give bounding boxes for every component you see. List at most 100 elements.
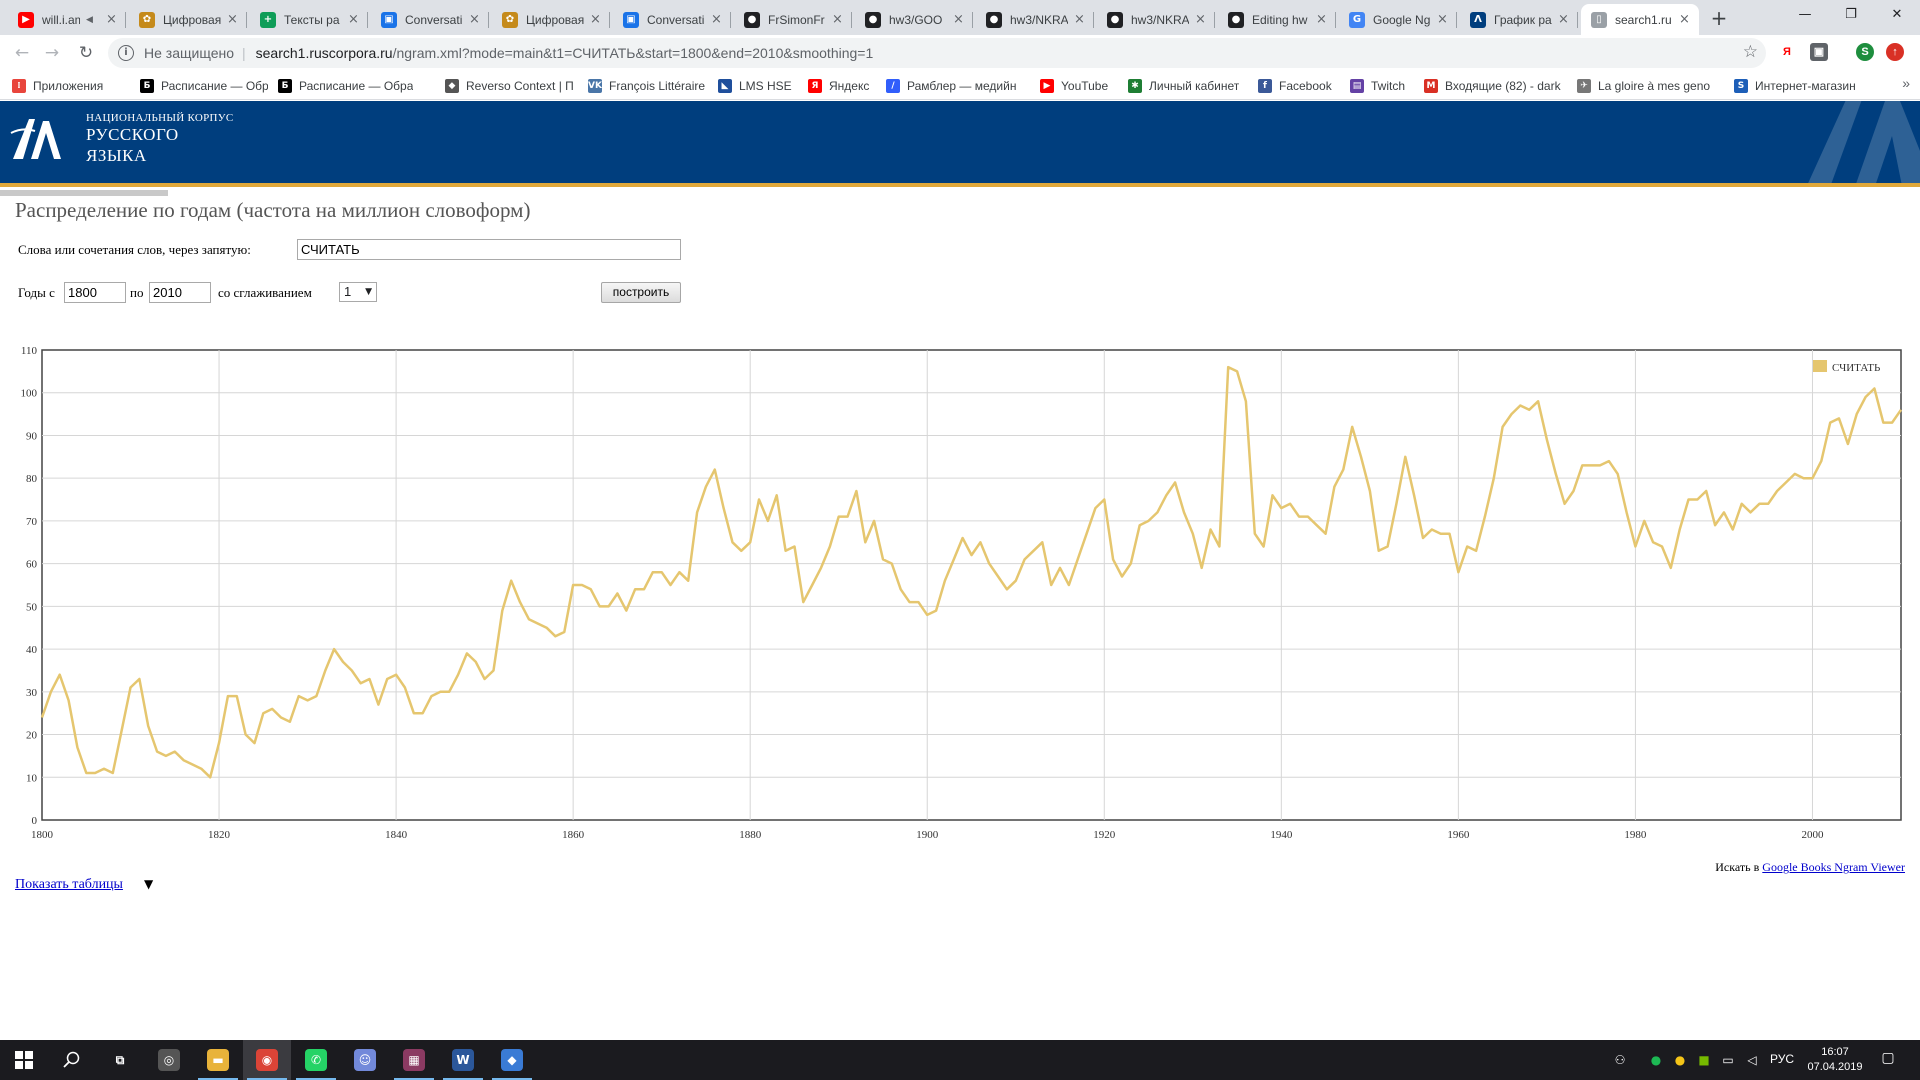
build-button[interactable]: построить (601, 282, 681, 303)
close-icon[interactable]: × (1316, 12, 1327, 27)
file-explorer-icon[interactable]: ▬ (194, 1040, 242, 1080)
close-icon[interactable]: × (106, 12, 117, 27)
winrar-icon[interactable]: ▦ (390, 1040, 438, 1080)
bookmark-star-icon[interactable]: ☆ (1742, 42, 1758, 62)
yandex-extension-icon[interactable]: Я (1778, 43, 1796, 61)
close-icon[interactable]: × (1679, 12, 1690, 27)
browser-tab[interactable]: ✿ Цифровая × (129, 4, 247, 35)
browser-tab[interactable]: ● Editing hw × (1218, 4, 1336, 35)
bookmarks-overflow-button[interactable]: » (1902, 75, 1910, 91)
info-icon[interactable]: i (118, 45, 134, 61)
bookmark-item[interactable]: ⁞ Приложения (12, 75, 103, 97)
logo-line-1: НАЦИОНАЛЬНЫЙ КОРПУС (86, 112, 234, 124)
browser-tab[interactable]: G Google Ng × (1339, 4, 1457, 35)
close-window-button[interactable]: ✕ (1891, 7, 1903, 22)
bookmark-item[interactable]: ▶ YouTube (1040, 75, 1108, 97)
maximize-button[interactable]: ❐ (1845, 7, 1857, 22)
close-icon[interactable]: × (711, 12, 722, 27)
tab-title: Conversati (405, 12, 463, 27)
bookmark-item[interactable]: Я Яндекс (808, 75, 869, 97)
address-bar[interactable]: i Не защищено | search1.ruscorpora.ru/ng… (108, 38, 1766, 68)
year-from-input[interactable] (64, 282, 126, 303)
show-tables-arrow-icon[interactable]: ▼ (144, 877, 154, 891)
browser-tab[interactable]: ✿ Цифровая × (492, 4, 610, 35)
close-icon[interactable]: × (469, 12, 480, 27)
app-icon[interactable]: ◆ (488, 1040, 536, 1080)
discord-icon[interactable]: ☺ (341, 1040, 389, 1080)
google-ngram-link[interactable]: Google Books Ngram Viewer (1762, 860, 1905, 874)
browser-tab[interactable]: + Тексты ра × (250, 4, 368, 35)
extension-icon[interactable]: ▣ (1810, 43, 1828, 61)
browser-tab[interactable]: Λ График ра × (1460, 4, 1578, 35)
back-button[interactable]: ← (14, 43, 30, 63)
close-icon[interactable]: × (953, 12, 964, 27)
tray-app-icon-2[interactable]: ● (1674, 1053, 1686, 1067)
profile-avatar[interactable]: S (1856, 43, 1874, 61)
y-tick-label: 70 (26, 516, 38, 528)
browser-tab[interactable]: ● hw3/NKRA × (976, 4, 1094, 35)
tray-app-icon[interactable]: ● (1650, 1053, 1662, 1067)
task-view-icon[interactable]: ⧉ (96, 1040, 144, 1080)
language-indicator[interactable]: РУС (1770, 1052, 1795, 1066)
browser-tab[interactable]: ▯ search1.ru × (1581, 4, 1699, 35)
reload-button[interactable]: ↻ (78, 43, 94, 63)
overwatch-icon[interactable]: ◎ (145, 1040, 193, 1080)
browser-tab[interactable]: ● hw3/GOO × (855, 4, 973, 35)
minimize-button[interactable]: — (1798, 7, 1812, 22)
bookmark-item[interactable]: ✱ Личный кабинет (1128, 75, 1239, 97)
close-icon[interactable]: × (227, 12, 238, 27)
close-icon[interactable]: × (590, 12, 601, 27)
plot-area (41, 349, 1902, 821)
bookmark-item[interactable]: ◣ LMS HSE (718, 75, 792, 97)
bookmark-item[interactable]: VK François Littéraire (588, 75, 705, 97)
word-icon[interactable]: W (439, 1040, 487, 1080)
url-text[interactable]: search1.ruscorpora.ru/ngram.xml?mode=mai… (256, 45, 874, 61)
browser-tab[interactable]: ▶ will.i.am ◀ × (8, 4, 126, 35)
bookmark-item[interactable]: / Рамблер — медийн (886, 75, 1016, 97)
smoothing-select[interactable]: 1 ▼ (339, 282, 377, 302)
series-line-0[interactable] (40, 365, 1903, 779)
network-icon[interactable]: ▭ (1722, 1053, 1734, 1067)
close-icon[interactable]: × (1074, 12, 1085, 27)
notification-icon[interactable]: ▢ (1881, 1050, 1895, 1066)
speaker-icon[interactable]: ◀ (86, 14, 93, 25)
windows-taskbar: ⧉ ◎ ▬ ◉ ✆ ☺ ▦ W ◆ ⚇ ● ● ■ ▭ ◁ РУС 16:07 07.04.20… (0, 1040, 1920, 1080)
volume-icon[interactable]: ◁ (1747, 1053, 1757, 1067)
browser-tab[interactable]: ● FrSimonFr × (734, 4, 852, 35)
bookmark-item[interactable]: f Facebook (1258, 75, 1332, 97)
close-icon[interactable]: × (1437, 12, 1448, 27)
browser-tab[interactable]: ▣ Conversati × (613, 4, 731, 35)
forward-button[interactable]: → (44, 43, 60, 63)
words-input[interactable] (297, 239, 681, 260)
bookmark-label: LMS HSE (739, 79, 792, 93)
ruscorpora-logo-icon[interactable] (9, 113, 65, 163)
bookmark-item[interactable]: ◆ Reverso Context | Пе (445, 75, 573, 97)
browser-tab[interactable]: ● hw3/NKRA × (1097, 4, 1215, 35)
search-icon[interactable] (48, 1040, 96, 1080)
new-tab-button[interactable]: + (1710, 6, 1728, 30)
x-tick-label: 1900 (916, 829, 939, 841)
people-icon[interactable]: ⚇ (1614, 1053, 1626, 1067)
browser-tab[interactable]: ▣ Conversati × (371, 4, 489, 35)
windows-start-icon[interactable] (0, 1040, 48, 1080)
logo-text[interactable]: НАЦИОНАЛЬНЫЙ КОРПУС РУССКОГО ЯЗЫКА (86, 112, 234, 166)
browser-update-icon[interactable]: ↑ (1886, 43, 1904, 61)
close-icon[interactable]: × (1558, 12, 1569, 27)
bookmark-item[interactable]: Б Расписание — Обра (278, 75, 413, 97)
bookmark-item[interactable]: S Интернет-магазин (1734, 75, 1856, 97)
year-to-input[interactable] (149, 282, 211, 303)
clock-time: 16:07 (1821, 1046, 1849, 1058)
bookmark-item[interactable]: ▤ Twitch (1350, 75, 1405, 97)
y-axis-ticks: 0 10 20 30 40 50 60 70 80 90 100 110 (21, 345, 38, 827)
close-icon[interactable]: × (1195, 12, 1206, 27)
nvidia-icon[interactable]: ■ (1698, 1053, 1710, 1067)
show-tables-link[interactable]: Показать таблицы (15, 877, 123, 892)
clock[interactable]: 16:07 07.04.2019 (1805, 1045, 1865, 1075)
whatsapp-icon[interactable]: ✆ (292, 1040, 340, 1080)
bookmark-item[interactable]: Б Расписание — Обра (140, 75, 268, 97)
chrome-icon[interactable]: ◉ (243, 1040, 291, 1080)
close-icon[interactable]: × (348, 12, 359, 27)
close-icon[interactable]: × (832, 12, 843, 27)
bookmark-item[interactable]: M Входящие (82) - dark (1424, 75, 1561, 97)
bookmark-item[interactable]: ✈ La gloire à mes geno (1577, 75, 1710, 97)
